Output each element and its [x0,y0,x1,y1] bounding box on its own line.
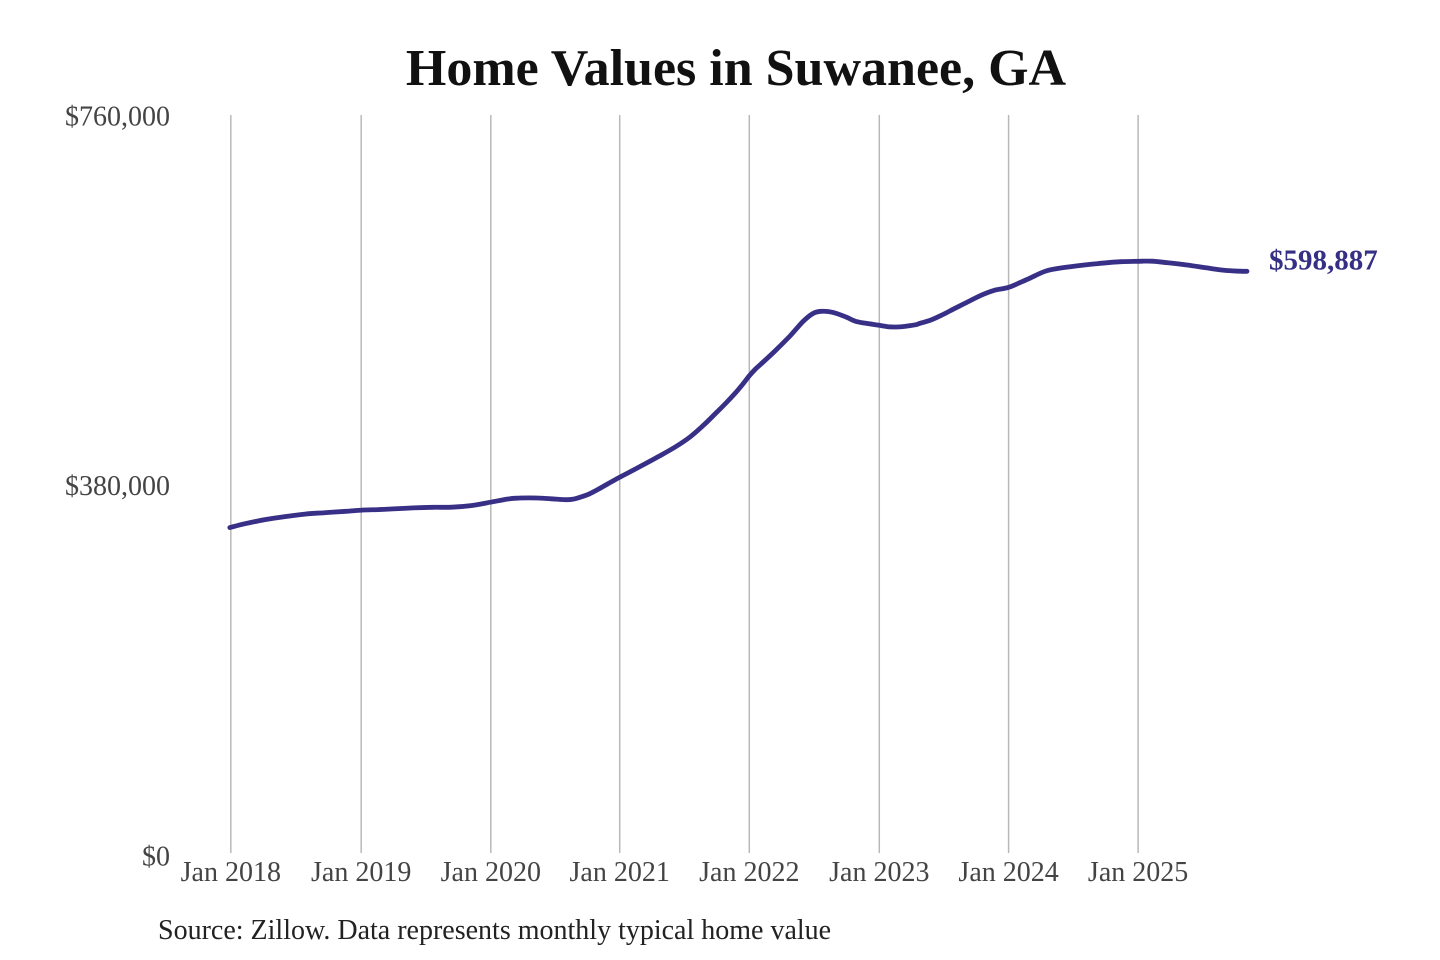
svg-text:Jan 2025: Jan 2025 [1088,857,1188,888]
svg-text:Jan 2024: Jan 2024 [958,857,1058,888]
svg-text:Jan 2019: Jan 2019 [311,857,411,888]
svg-text:Jan 2023: Jan 2023 [829,857,929,888]
svg-text:$0: $0 [142,842,170,873]
svg-text:Jan 2021: Jan 2021 [570,857,670,888]
svg-text:Jan 2018: Jan 2018 [181,857,281,888]
svg-text:$380,000: $380,000 [65,471,170,502]
svg-text:$760,000: $760,000 [65,102,170,133]
svg-text:Home Values in Suwanee, GA: Home Values in Suwanee, GA [406,40,1067,97]
svg-text:$598,887: $598,887 [1269,245,1378,277]
svg-text:Jan 2020: Jan 2020 [441,857,541,888]
svg-text:Source: Zillow. Data represent: Source: Zillow. Data represents monthly … [158,915,831,946]
svg-text:Jan 2022: Jan 2022 [699,857,799,888]
